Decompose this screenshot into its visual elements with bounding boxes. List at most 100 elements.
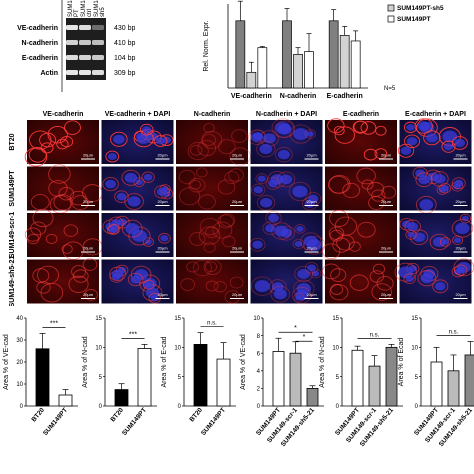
cell-membrane [265, 211, 282, 225]
micro-tile: 20µm [325, 166, 397, 211]
cell-membrane [219, 213, 236, 227]
nucleus [130, 275, 141, 284]
micro-tile: 20µm [101, 259, 174, 304]
micro-tile: 20µm [322, 209, 397, 260]
quant-bar [289, 352, 302, 407]
quant-category-label: SUM149PT [200, 407, 227, 437]
nucleus [400, 146, 412, 155]
quant-bar [368, 365, 381, 407]
cell-membrane [45, 233, 58, 244]
cell-membrane [199, 217, 221, 236]
gel-gene-label: Actin [41, 70, 59, 77]
scale-bar-label: 20µm [232, 292, 243, 297]
cell-membrane [109, 266, 126, 282]
quant-bar [216, 358, 231, 407]
nucleus [107, 152, 117, 161]
cell-membrane [349, 274, 369, 291]
nucleus [111, 269, 124, 279]
gel-band [92, 25, 104, 30]
cell-membrane [439, 183, 452, 194]
micro-tile: 20µm [250, 166, 323, 211]
significance-label: n.s. [207, 321, 217, 327]
cell-membrane [69, 190, 87, 206]
micro-tile: 20µm [27, 258, 99, 304]
cell-membrane [127, 272, 144, 287]
cell-membrane [270, 285, 291, 303]
cell-membrane [197, 140, 217, 157]
gel-panel: SUM149PT SUM149ctrl SUM149sh5 VE-cadherin 4… [17, 0, 136, 92]
legend-swatch [387, 15, 395, 23]
cell-membrane [459, 213, 472, 224]
quant-tick-label: 40 [16, 316, 23, 322]
cell-membrane [271, 222, 292, 240]
cell-membrane [203, 259, 222, 275]
quant-tick-label: 6 [257, 351, 261, 357]
quant-ylabel: Area % of N-cad [82, 336, 89, 387]
nucleus [398, 266, 414, 279]
scale-bar-label: 20µm [381, 246, 392, 251]
qpcr-bar [328, 20, 339, 89]
micro-tile-bg [27, 259, 99, 304]
nucleus [279, 174, 293, 185]
scale-bar-label: 20µm [157, 246, 168, 251]
nucleus [308, 194, 319, 203]
cell-membrane [62, 241, 84, 260]
gel-band [92, 40, 104, 45]
cell-membrane [330, 268, 347, 282]
nucleus [124, 172, 138, 183]
cell-membrane [247, 129, 266, 145]
nucleus [434, 282, 446, 291]
cell-membrane [329, 209, 349, 227]
cell-membrane [178, 169, 196, 185]
cell-membrane [294, 224, 306, 234]
micro-tile-bg [325, 166, 397, 211]
quant-bar [430, 361, 443, 407]
legend-swatch [387, 4, 395, 12]
qpcr-n-label: N=5 [384, 86, 396, 92]
nucleus [277, 123, 292, 135]
nucleus [311, 270, 320, 277]
cell-membrane [30, 221, 47, 236]
micro-tile: 20µm [176, 213, 248, 257]
quant-bar [306, 388, 319, 407]
nucleus [263, 133, 276, 144]
cell-membrane [203, 242, 216, 253]
cell-membrane [217, 214, 234, 229]
cell-membrane [110, 131, 128, 147]
quant-tick-label: 30 [16, 338, 23, 344]
nucleus [441, 239, 450, 245]
cell-membrane [204, 261, 218, 273]
gel-band [66, 40, 78, 45]
cell-membrane [256, 194, 276, 211]
micro-tile: 20µm [24, 120, 99, 167]
quant-ylabel: Area % of VE-cad [3, 334, 10, 390]
cell-membrane [451, 219, 474, 238]
quant-tick-label: 5 [415, 375, 419, 381]
cell-membrane [82, 258, 98, 271]
nucleus [135, 179, 143, 186]
nucleus [297, 269, 310, 279]
cell-membrane [68, 275, 89, 293]
cell-membrane [121, 219, 143, 238]
cell-membrane [189, 144, 203, 156]
cell-membrane [451, 136, 468, 150]
qpcr-bar [293, 54, 303, 89]
gel-gene-label: VE-cadherin [17, 25, 58, 32]
cell-membrane [24, 147, 48, 167]
significance-label: n.s. [370, 332, 380, 338]
cell-membrane [333, 125, 345, 136]
cell-membrane [274, 120, 295, 138]
gel-band [92, 70, 104, 75]
quant-category-label: BT20 [109, 407, 125, 424]
nucleus [303, 235, 319, 248]
cell-membrane [276, 171, 296, 188]
cell-membrane [300, 232, 322, 251]
cell-membrane [139, 123, 154, 136]
cell-membrane [368, 195, 385, 210]
cell-membrane [48, 180, 68, 197]
gel-gene-label: E-cadherin [22, 55, 58, 62]
gel-lane-label-part: PT [74, 9, 80, 17]
significance-label: n.s. [449, 329, 459, 335]
